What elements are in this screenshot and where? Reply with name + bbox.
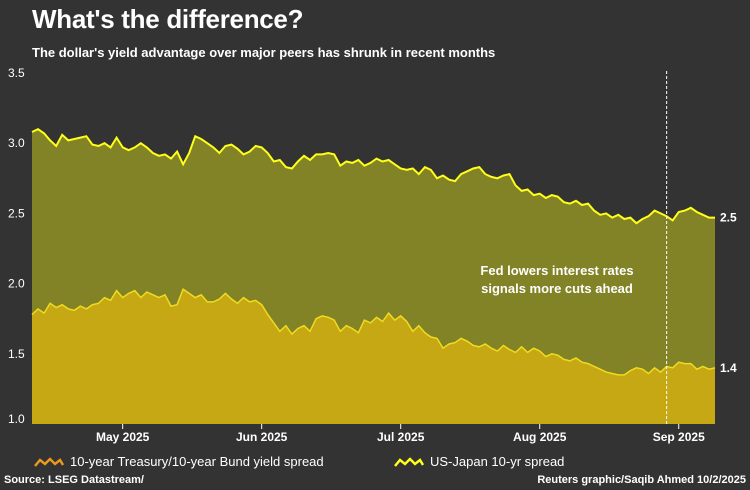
y-tick-label: 3.5 (8, 66, 25, 80)
credit-note: Reuters graphic/Saqib Ahmed 10/2/2025 (537, 474, 746, 486)
fed-annotation: Fed lowers interest rates signals more c… (462, 262, 652, 298)
legend-label-us-japan: US-Japan 10-yr spread (430, 454, 565, 469)
zigzag-orange-icon (34, 456, 64, 467)
us-japan-line (31, 128, 715, 225)
treasury-bund-area (32, 289, 715, 424)
legend-label-treasury-bund: 10-year Treasury/10-year Bund yield spre… (70, 454, 324, 469)
y-tick-label: 1.5 (8, 347, 25, 361)
y-tick-label: 2.5 (8, 206, 25, 220)
annotation-line-2: signals more cuts ahead (481, 281, 633, 296)
treasury-bund-line (31, 288, 716, 376)
source-note: Source: LSEG Datastream/ (4, 474, 144, 486)
x-tick-label: Sep 2025 (653, 430, 705, 444)
zigzag-yellow-icon (394, 456, 424, 467)
y-tick-label: 1.0 (8, 412, 25, 426)
end-label-treasury-bund: 1.4 (720, 361, 737, 375)
end-label-us-japan: 2.5 (720, 211, 737, 225)
chart-title: What's the difference? (32, 4, 304, 34)
x-tick-label: May 2025 (96, 430, 150, 444)
y-tick-label: 3.0 (8, 136, 25, 150)
legend-item-treasury-bund: 10-year Treasury/10-year Bund yield spre… (34, 454, 324, 469)
x-tick-label: Aug 2025 (513, 430, 567, 444)
x-tick-label: Jul 2025 (377, 430, 425, 444)
x-tick-label: Jun 2025 (236, 430, 288, 444)
annotation-line-1: Fed lowers interest rates (480, 263, 634, 278)
chart-subtitle: The dollar's yield advantage over major … (32, 45, 496, 60)
y-tick-label: 2.0 (8, 277, 25, 291)
legend-item-us-japan: US-Japan 10-yr spread (394, 454, 564, 469)
